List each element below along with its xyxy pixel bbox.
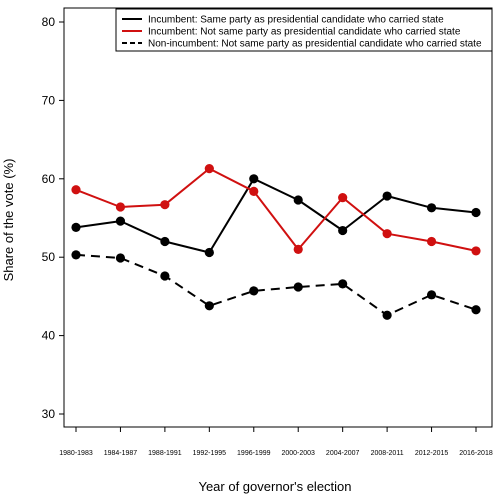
data-point (293, 244, 303, 254)
data-point (160, 236, 170, 247)
data-point (115, 216, 126, 226)
data-point (71, 185, 81, 195)
x-tick-label: 2008-2011 (371, 450, 404, 457)
y-tick-label: 30 (42, 407, 56, 421)
y-tick-label: 40 (42, 329, 56, 343)
data-point (382, 191, 392, 201)
data-point (382, 310, 392, 320)
legend-label: Incumbent: Not same party as presidentia… (148, 27, 461, 38)
data-point (160, 200, 170, 210)
legend-box (115, 8, 493, 52)
x-tick-label: 2000-2003 (281, 450, 315, 457)
y-tick-label: 80 (42, 15, 56, 29)
series-2 (71, 164, 481, 256)
series-line (75, 177, 477, 254)
x-axis-title: Year of governor's election (198, 479, 351, 494)
y-axis-title: Share of the vote (%) (1, 159, 16, 282)
data-point (471, 207, 481, 218)
legend-label: Incumbent: Same party as presidential ca… (148, 15, 444, 26)
data-point (71, 250, 81, 260)
series-1 (71, 174, 481, 258)
data-point (382, 229, 392, 239)
data-point (115, 202, 126, 212)
series-layer (71, 164, 481, 320)
data-point (338, 225, 348, 236)
plot-frame (63, 7, 493, 428)
data-point (293, 195, 303, 205)
data-point (426, 203, 437, 213)
data-point (338, 279, 348, 289)
series-line (75, 253, 477, 317)
legend: Incumbent: Same party as presidential ca… (115, 8, 493, 52)
data-point (471, 305, 481, 315)
data-point (471, 246, 481, 256)
data-point (293, 282, 303, 292)
axes: 30 40 50 60 70 80 1980-1983 1984-1987 1988-1991 1… (42, 7, 493, 457)
data-point (71, 222, 81, 233)
series-3 (71, 250, 481, 320)
legend-label: Non-incumbent: Not same party as preside… (148, 39, 482, 50)
x-tick-label: 2004-2007 (326, 450, 360, 457)
data-point (426, 290, 437, 300)
data-point (338, 193, 348, 203)
series-line (75, 167, 477, 252)
y-tick-label: 70 (42, 93, 56, 107)
x-tick-label: 1984-1987 (104, 450, 138, 457)
data-point (115, 253, 126, 263)
x-tick-label: 1980-1983 (59, 450, 93, 457)
data-point (204, 301, 214, 311)
data-point (249, 186, 259, 196)
x-tick-label: 1992-1995 (193, 450, 227, 457)
data-point (204, 164, 214, 174)
x-tick-label: 1996-1999 (237, 450, 271, 457)
data-point (160, 271, 170, 281)
data-point (249, 174, 259, 184)
y-tick-label: 50 (42, 250, 56, 264)
x-tick-label: 1988-1991 (148, 450, 182, 457)
data-point (249, 286, 259, 296)
data-point (426, 236, 437, 247)
x-tick-label: 2012-2015 (415, 450, 449, 457)
y-tick-label: 60 (42, 172, 56, 186)
x-tick-label: 2016-2018 (459, 450, 493, 457)
data-point (204, 247, 214, 258)
